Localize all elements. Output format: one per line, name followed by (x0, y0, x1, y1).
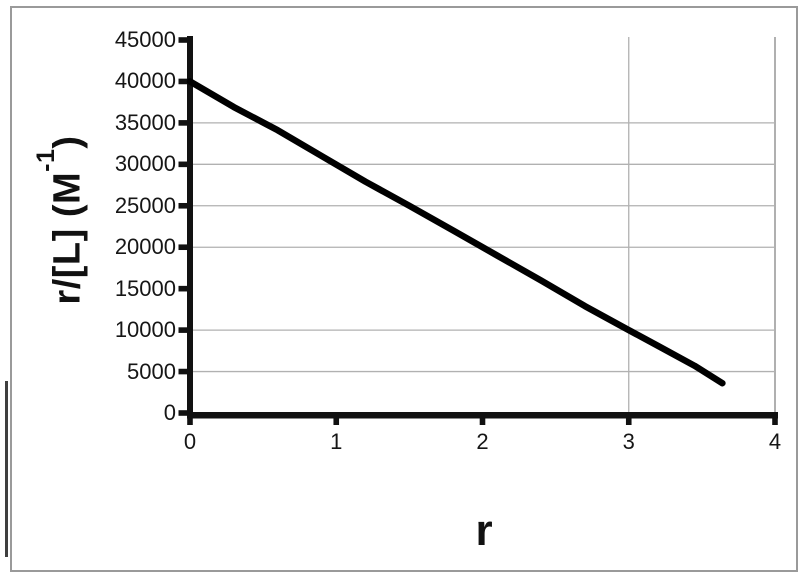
x-axis-tick-mark (772, 418, 778, 425)
x-tick-label: 2 (476, 429, 489, 454)
x-axis-tick-mark (479, 418, 486, 425)
x-axis-title: r (475, 506, 493, 555)
y-axis-tick-mark (178, 202, 187, 209)
x-tick-label: 3 (622, 429, 635, 454)
y-tick-label: 10000 (114, 317, 176, 343)
y-axis-tick-mark (178, 120, 187, 126)
x-tick-label: 0 (183, 429, 197, 454)
y-tick-label: 0 (163, 400, 176, 425)
x-axis-tick-mark (625, 418, 632, 425)
y-axis-tick-mark (178, 285, 187, 292)
x-axis-tick-mark (187, 418, 193, 425)
y-tick-label: 40000 (114, 68, 176, 94)
left-edge-fragment (5, 381, 8, 557)
y-axis-title: r/[L] (M-1) (30, 70, 89, 370)
y-axis-tick-mark (178, 37, 187, 43)
y-axis-tick-mark (178, 244, 187, 251)
data-line (186, 78, 726, 387)
y-axis-line (187, 36, 193, 417)
y-tick-label: 20000 (114, 234, 176, 260)
y-axis-tick-mark (178, 161, 187, 168)
y-axis-title-text: r/[L] (M (46, 171, 89, 305)
y-tick-label: 15000 (114, 275, 176, 301)
x-tick-label: 1 (330, 429, 343, 454)
x-tick-label: 4 (768, 429, 782, 454)
y-axis-tick-mark (178, 78, 187, 85)
y-axis-title-superscript: -1 (31, 148, 60, 172)
chart-frame (10, 6, 798, 572)
y-axis-tick-mark (178, 410, 187, 416)
x-axis-tick-mark (333, 418, 340, 425)
y-axis-tick-mark (178, 327, 187, 333)
y-tick-label: 25000 (114, 192, 176, 218)
y-tick-label: 45000 (114, 27, 176, 52)
y-axis-title-close: ) (46, 135, 89, 149)
y-axis-tick-mark (178, 368, 187, 375)
x-axis-line (187, 412, 778, 419)
y-tick-label: 35000 (114, 109, 176, 135)
y-tick-label: 5000 (127, 358, 176, 384)
y-tick-label: 30000 (114, 151, 176, 177)
